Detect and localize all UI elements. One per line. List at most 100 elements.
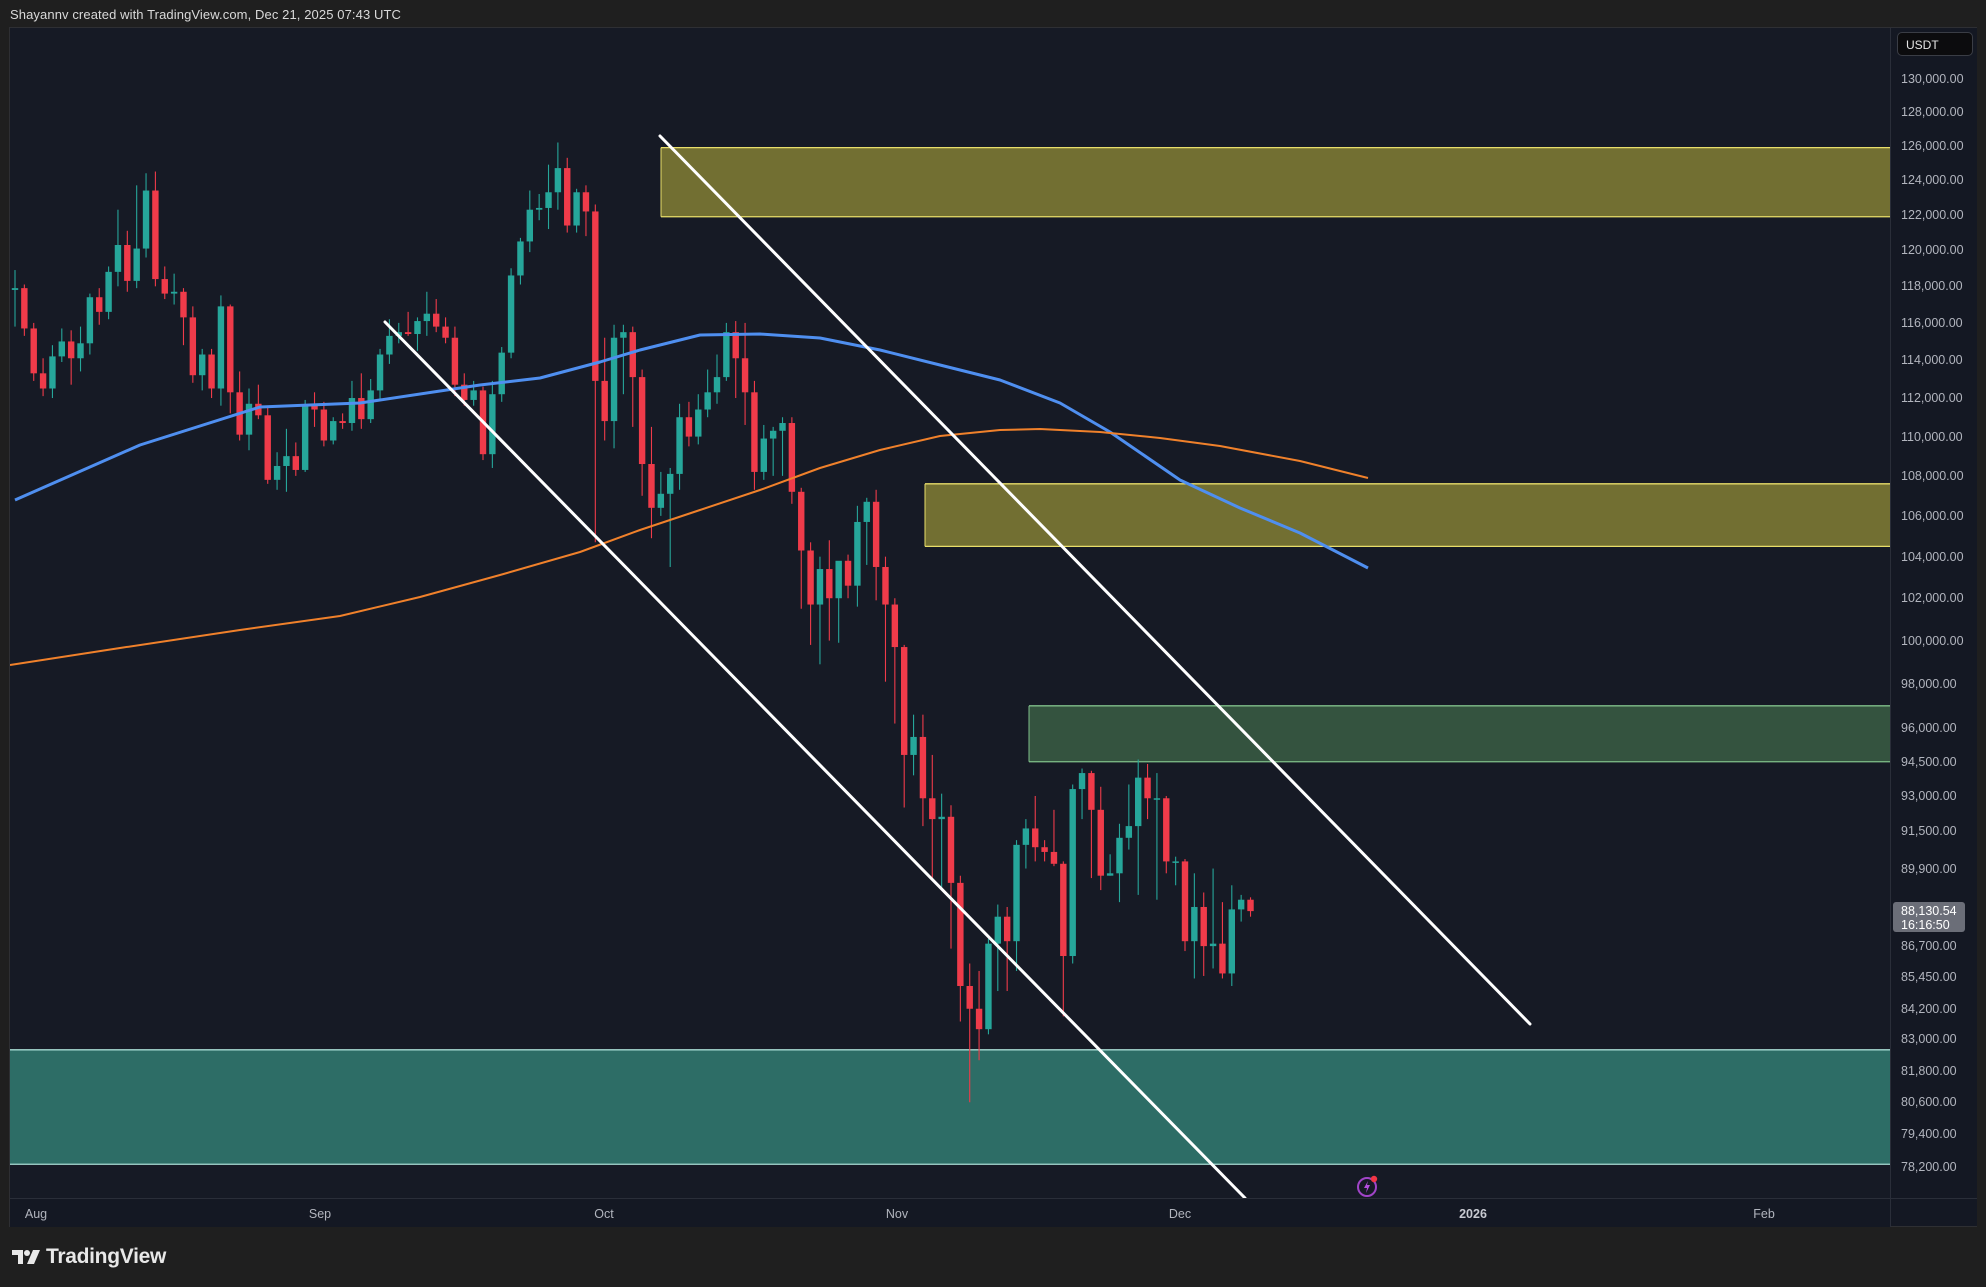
candle-bullish[interactable] [142,190,150,249]
candle-bearish[interactable] [947,816,955,883]
candle-bullish[interactable] [835,560,842,599]
candle-bullish[interactable] [667,473,674,494]
candle-bullish[interactable] [704,392,711,410]
candle-bullish[interactable] [723,332,730,378]
candle-bullish[interactable] [1078,773,1086,790]
candle-bullish[interactable] [1237,899,1245,910]
candle-bearish[interactable] [901,647,908,755]
candle-bearish[interactable] [1181,861,1189,942]
candle-bearish[interactable] [638,377,646,465]
candle-bearish[interactable] [264,415,271,480]
candle-bearish[interactable] [1163,798,1170,862]
candle-bullish[interactable] [1013,844,1020,942]
candle-bullish[interactable] [1069,789,1076,957]
candle-bullish[interactable] [1022,828,1030,845]
candle-bullish[interactable] [273,465,281,480]
candle-bearish[interactable] [292,456,299,470]
candle-bearish[interactable] [30,328,37,374]
moving-average-orange[interactable] [10,428,1369,666]
candle-bearish[interactable] [1060,863,1067,957]
tradingview-logo[interactable]: TradingView [12,1245,166,1269]
candle-bullish[interactable] [1172,861,1179,863]
candle-bearish[interactable] [751,392,758,472]
demand-zone-teal[interactable] [10,1049,1890,1165]
candle-bullish[interactable] [77,343,84,359]
price-axis[interactable]: USDT 130,000.00 128,000.00 126,000.00 124,0… [1890,28,1977,1226]
descending-channel-lower[interactable] [383,320,1247,1198]
candle-bullish[interactable] [938,816,945,820]
candle-bearish[interactable] [826,569,833,599]
economic-events-icon[interactable] [1356,1174,1380,1198]
candle-bullish[interactable] [86,297,94,344]
candle-bullish[interactable] [545,192,552,208]
candle-bullish[interactable] [1228,909,1235,974]
candle-bullish[interactable] [535,207,543,210]
candle-bearish[interactable] [919,736,927,799]
candle-bearish[interactable] [741,358,749,393]
candle-bearish[interactable] [311,405,318,410]
candle-bullish[interactable] [348,398,356,424]
candle-bearish[interactable] [966,985,973,1009]
candle-bullish[interactable] [11,288,19,290]
resistance-zone-green[interactable] [1029,705,1890,762]
candle-bearish[interactable] [161,279,168,294]
candle-bearish[interactable] [788,423,796,492]
candle-bearish[interactable] [39,373,47,389]
candle-bearish[interactable] [180,291,187,318]
candle-bullish[interactable] [695,409,702,437]
candle-bearish[interactable] [872,501,880,567]
candle-bearish[interactable] [601,380,608,422]
candle-bearish[interactable] [685,417,693,437]
candle-bullish[interactable] [49,356,56,389]
candle-bearish[interactable] [227,306,234,393]
candle-bearish[interactable] [461,384,468,400]
candle-bearish[interactable] [189,317,197,376]
candle-bullish[interactable] [713,377,721,393]
candle-bullish[interactable] [489,394,496,455]
candle-bearish[interactable] [339,421,346,424]
chart-plot-area[interactable] [10,28,1890,1198]
candle-bullish[interactable] [1125,826,1133,838]
descending-channel-upper[interactable] [658,134,1532,1026]
candle-bullish[interactable] [1116,837,1123,874]
candle-bearish[interactable] [1003,916,1011,942]
candle-bearish[interactable] [320,409,328,441]
candle-bearish[interactable] [1144,777,1151,799]
candle-bearish[interactable] [21,288,28,329]
candle-bullish[interactable] [498,352,505,395]
candle-bullish[interactable] [301,405,309,470]
candle-bearish[interactable] [433,313,440,327]
candle-bearish[interactable] [442,326,449,338]
candle-bullish[interactable] [554,168,562,193]
candlestick-chart[interactable] [10,28,1890,1198]
candle-bearish[interactable] [648,464,655,508]
supply-zone-upper[interactable] [661,147,1890,217]
candle-bullish[interactable] [1153,798,1161,800]
moving-average-blue[interactable] [14,332,1369,570]
candle-bearish[interactable] [1088,773,1095,810]
candle-bearish[interactable] [1032,828,1039,848]
candle-bullish[interactable] [620,332,627,338]
candle-bearish[interactable] [798,491,805,551]
candle-bullish[interactable] [863,501,870,522]
candle-bearish[interactable] [844,560,852,586]
candle-bearish[interactable] [732,332,739,359]
candle-bearish[interactable] [629,332,636,378]
candle-bearish[interactable] [124,244,131,281]
candle-bearish[interactable] [592,211,599,381]
candle-bearish[interactable] [564,168,571,226]
candle-bullish[interactable] [376,354,384,391]
candle-bullish[interactable] [517,241,524,276]
candle-bearish[interactable] [1219,943,1226,974]
candle-bearish[interactable] [957,882,964,986]
candle-bearish[interactable] [404,332,412,335]
candle-bullish[interactable] [769,430,777,439]
candle-bearish[interactable] [451,337,459,385]
candle-bullish[interactable] [58,341,65,357]
candle-bullish[interactable] [526,209,533,242]
candle-bearish[interactable] [882,566,889,605]
candle-bearish[interactable] [975,1008,983,1030]
candle-bullish[interactable] [760,438,767,472]
candle-bullish[interactable] [114,244,122,272]
candle-bearish[interactable] [67,341,75,359]
